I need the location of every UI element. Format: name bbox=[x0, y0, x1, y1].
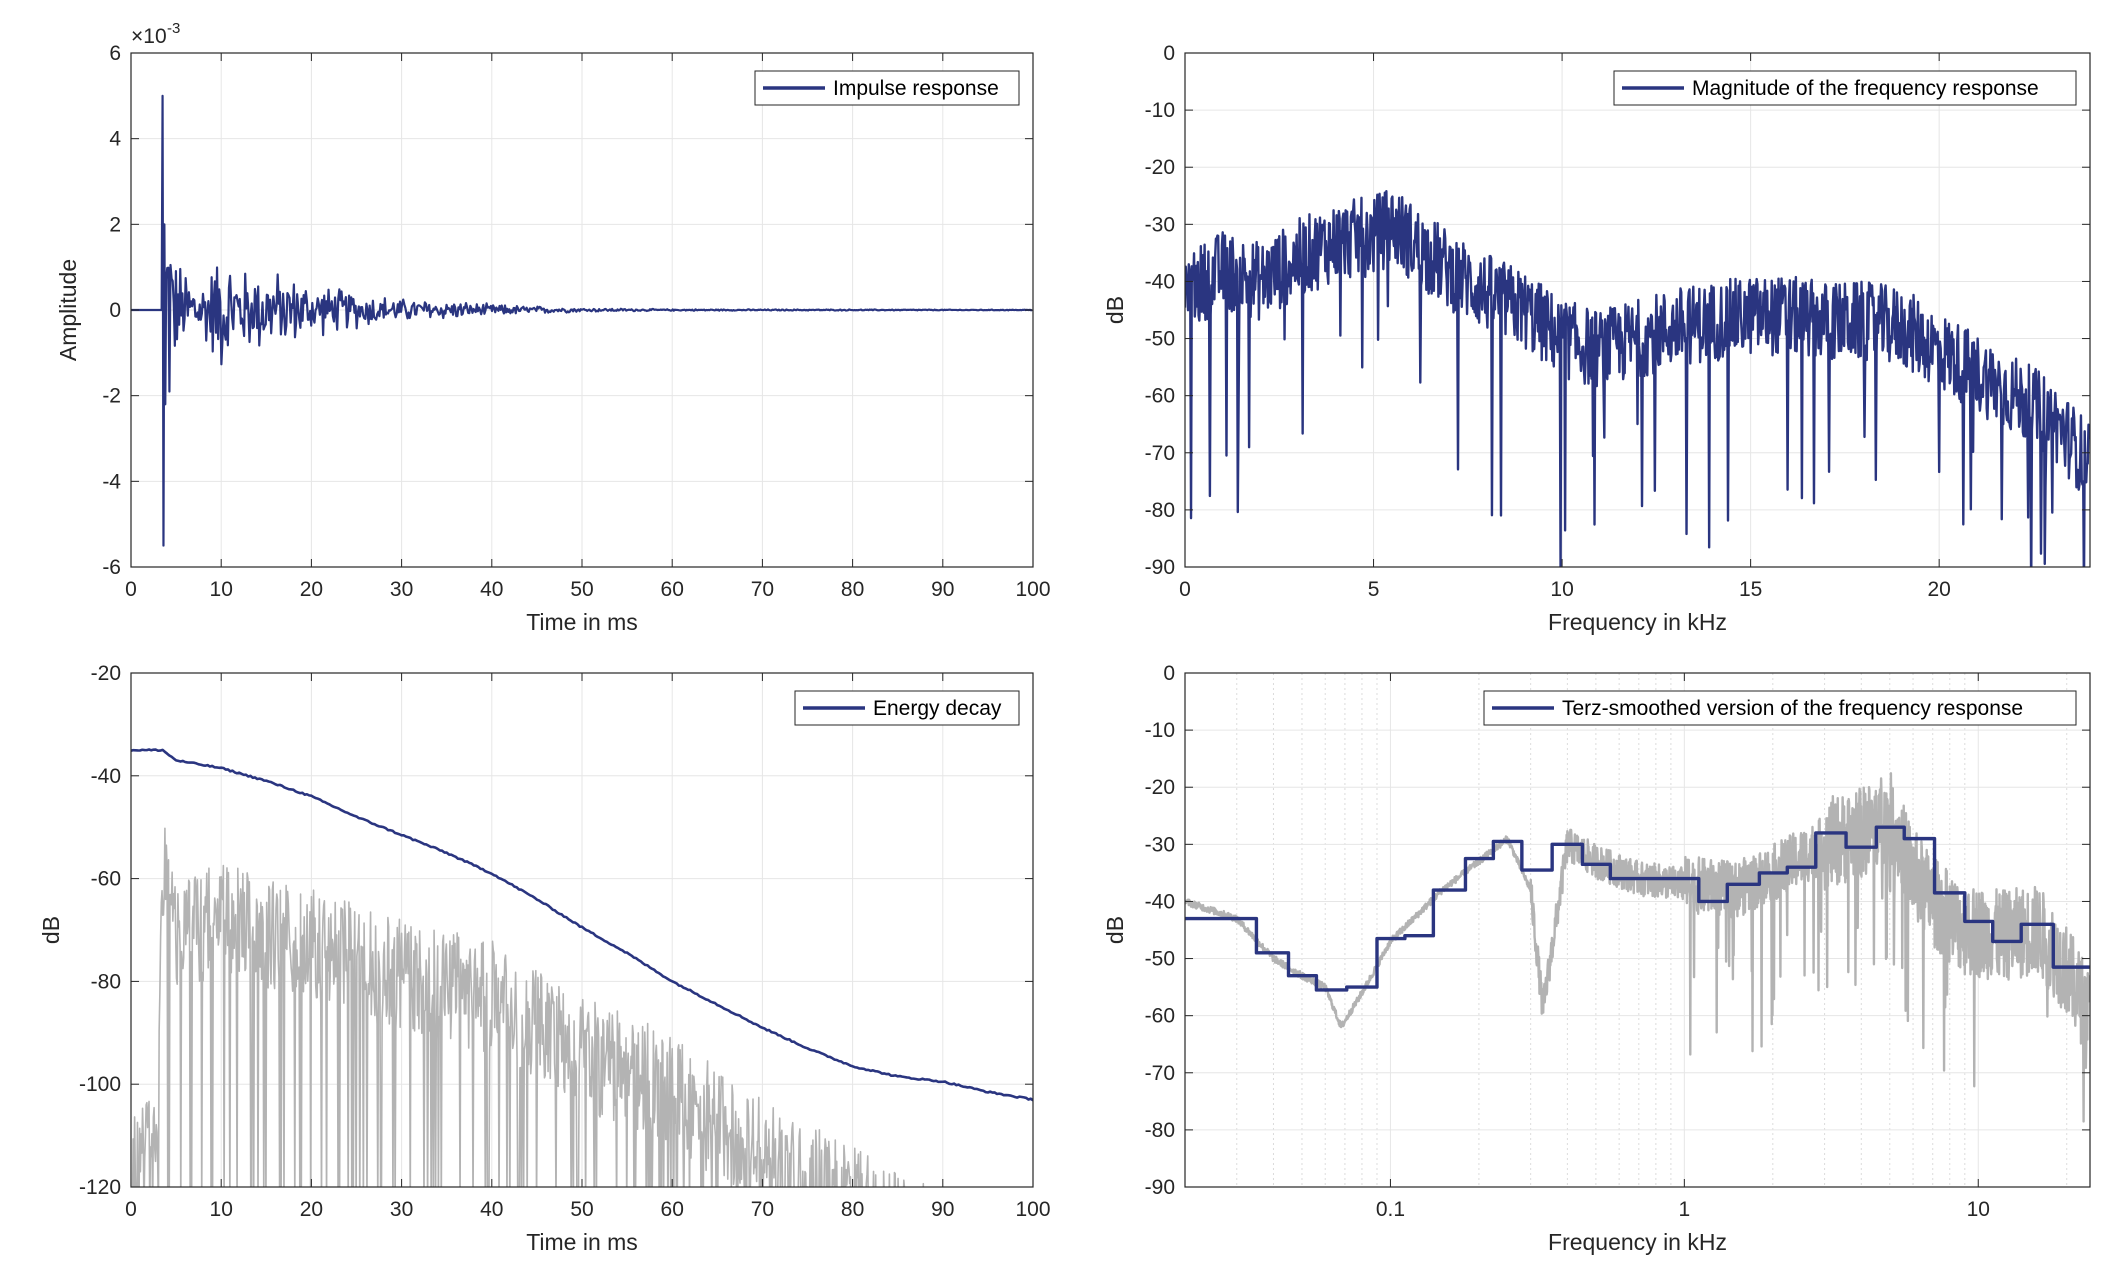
y-tick-label: -50 bbox=[1145, 328, 1175, 351]
x-tick-label: 100 bbox=[1015, 578, 1050, 601]
x-tick-label: 10 bbox=[210, 1198, 233, 1221]
x-tick-label: 20 bbox=[300, 1198, 323, 1221]
x-tick-label: 0.1 bbox=[1376, 1198, 1405, 1221]
y-axis-label: Amplitude bbox=[55, 259, 81, 361]
x-axis-label: Frequency in kHz bbox=[1548, 609, 1727, 635]
magnitude-line bbox=[1185, 190, 2090, 567]
legend: Terz-smoothed version of the frequency r… bbox=[1483, 690, 2077, 726]
x-tick-label: 30 bbox=[390, 578, 413, 601]
y-tick-label: -70 bbox=[1145, 1062, 1175, 1085]
y-tick-label: 4 bbox=[109, 128, 121, 151]
y-tick-label: -20 bbox=[1145, 156, 1175, 179]
y-axis-label: dB bbox=[1102, 916, 1128, 944]
y-tick-label: -90 bbox=[1145, 556, 1175, 579]
y-tick-label: -10 bbox=[1145, 719, 1175, 742]
energy-decay-panel: 0 10 20 30 40 50 60 70 80 90 100 -20 -40 -60 -80 -100 -1… bbox=[38, 662, 1051, 1255]
legend: Energy decay bbox=[794, 690, 1020, 726]
y-tick-label: 0 bbox=[109, 299, 121, 322]
legend: Magnitude of the frequency response bbox=[1613, 70, 2077, 106]
y-tick-label: -30 bbox=[1145, 213, 1175, 236]
x-tick-label: 10 bbox=[1967, 1198, 1990, 1221]
x-tick-label: 50 bbox=[570, 1198, 593, 1221]
y-tick-label: -80 bbox=[1145, 1119, 1175, 1142]
exponent-label: ×10 bbox=[131, 25, 167, 48]
impulse-response-panel: 0 10 20 30 40 50 60 70 80 90 100 -6 -4 -2 0 2 4 6 Time in … bbox=[55, 20, 1051, 635]
legend-box bbox=[1483, 690, 2077, 726]
energy-decay-line bbox=[131, 748, 1033, 1102]
y-tick-label: -60 bbox=[1145, 1005, 1175, 1028]
y-tick-label: -60 bbox=[91, 868, 121, 891]
x-tick-label: 0 bbox=[125, 1198, 137, 1221]
y-tick-label: -6 bbox=[102, 556, 121, 579]
x-tick-label: 30 bbox=[390, 1198, 413, 1221]
y-tick-label: -60 bbox=[1145, 385, 1175, 408]
x-tick-label: 90 bbox=[931, 578, 954, 601]
x-tick-label: 0 bbox=[125, 578, 137, 601]
legend: Impulse response bbox=[754, 70, 1020, 106]
x-tick-label: 1 bbox=[1678, 1198, 1690, 1221]
axes-box bbox=[1184, 52, 2091, 568]
legend-label: Impulse response bbox=[833, 77, 999, 100]
y-tick-label: -80 bbox=[1145, 499, 1175, 522]
y-tick-label: -100 bbox=[79, 1073, 121, 1096]
y-tick-label: -40 bbox=[1145, 270, 1175, 293]
legend-label: Magnitude of the frequency response bbox=[1692, 77, 2039, 100]
x-axis-label: Time in ms bbox=[526, 1229, 638, 1255]
x-tick-label: 50 bbox=[570, 578, 593, 601]
x-tick-label: 40 bbox=[480, 1198, 503, 1221]
legend-label: Energy decay bbox=[873, 697, 1002, 720]
y-tick-label: -40 bbox=[1145, 890, 1175, 913]
x-tick-label: 5 bbox=[1368, 578, 1380, 601]
x-tick-label: 80 bbox=[841, 1198, 864, 1221]
terz-smoothed-panel: 0.1 1 10 0 -10 -20 -30 -40 -50 -60 -70 -80 -90 Freque… bbox=[1102, 662, 2091, 1255]
x-tick-label: 70 bbox=[751, 578, 774, 601]
y-tick-label: -120 bbox=[79, 1176, 121, 1199]
y-tick-label: -50 bbox=[1145, 948, 1175, 971]
legend-box bbox=[1613, 70, 2077, 106]
x-axis-label: Frequency in kHz bbox=[1548, 1229, 1727, 1255]
y-tick-label: 2 bbox=[109, 213, 121, 236]
squared-impulse-line bbox=[131, 827, 925, 1187]
y-tick-label: -30 bbox=[1145, 833, 1175, 856]
x-tick-label: 0 bbox=[1179, 578, 1191, 601]
raw-response-line bbox=[1185, 772, 2090, 1123]
x-tick-label: 20 bbox=[300, 578, 323, 601]
impulse-response-line bbox=[131, 94, 1033, 547]
magnitude-response-panel: 0 5 10 15 20 0 -10 -20 -30 -40 -50 -60 -70 -80 -90 Freq… bbox=[1102, 42, 2091, 635]
y-tick-label: 0 bbox=[1163, 42, 1175, 65]
y-tick-label: -10 bbox=[1145, 99, 1175, 122]
axes-box bbox=[1184, 672, 2091, 1188]
y-axis-label: dB bbox=[1102, 296, 1128, 324]
y-tick-label: -90 bbox=[1145, 1176, 1175, 1199]
y-tick-label: -4 bbox=[102, 470, 121, 493]
x-tick-label: 80 bbox=[841, 578, 864, 601]
y-tick-label: -20 bbox=[91, 662, 121, 685]
y-tick-label: -80 bbox=[91, 970, 121, 993]
x-axis-label: Time in ms bbox=[526, 609, 638, 635]
x-tick-label: 15 bbox=[1739, 578, 1762, 601]
x-tick-label: 60 bbox=[661, 1198, 684, 1221]
exponent-power: -3 bbox=[167, 20, 180, 37]
x-tick-label: 70 bbox=[751, 1198, 774, 1221]
y-tick-label: 0 bbox=[1163, 662, 1175, 685]
y-tick-label: -70 bbox=[1145, 442, 1175, 465]
legend-label: Terz-smoothed version of the frequency r… bbox=[1562, 697, 2023, 720]
x-tick-label: 10 bbox=[210, 578, 233, 601]
y-tick-label: -2 bbox=[102, 385, 121, 408]
terz-smoothed-line bbox=[1185, 825, 2090, 992]
x-tick-label: 100 bbox=[1015, 1198, 1050, 1221]
x-tick-label: 20 bbox=[1927, 578, 1950, 601]
y-axis-label: dB bbox=[38, 916, 64, 944]
y-tick-label: -40 bbox=[91, 765, 121, 788]
x-tick-label: 90 bbox=[931, 1198, 954, 1221]
x-tick-label: 40 bbox=[480, 578, 503, 601]
y-tick-label: -20 bbox=[1145, 776, 1175, 799]
x-tick-label: 60 bbox=[661, 578, 684, 601]
y-tick-label: 6 bbox=[109, 42, 121, 65]
x-tick-label: 10 bbox=[1550, 578, 1573, 601]
